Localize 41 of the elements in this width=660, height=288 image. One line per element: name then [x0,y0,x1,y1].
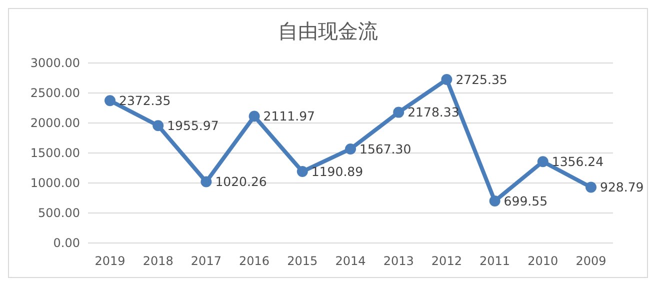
x-tick-label: 2009 [576,254,606,268]
point [296,166,308,178]
point [152,120,164,132]
text: 1020.26 [215,174,267,190]
text: 928.79 [600,180,644,195]
x-tick-label: 2011 [480,254,510,268]
text: 1567.30 [360,141,412,156]
point [537,156,548,168]
text: 699.55 [504,193,548,208]
point [441,74,452,85]
x-tick-label: 2014 [335,254,366,268]
x-tick-label: 2017 [190,254,222,268]
chart-title: 自由现金流 [278,19,378,43]
point [248,110,260,122]
text: 1190.89 [311,164,364,179]
y-tick-label: 0.00 [53,236,80,250]
point [345,143,356,154]
text: 2372.35 [119,93,171,108]
x-tick-label: 2019 [94,254,126,268]
text: 1955.97 [167,118,219,134]
y-tick-label: 2500.00 [30,86,80,100]
point [104,95,116,106]
y-tick-label: 500.00 [38,206,80,220]
x-tick-label: 2018 [142,254,174,268]
y-tick-label: 3000.00 [30,56,80,70]
y-tick-label: 1500.00 [30,146,80,160]
text: 2111.97 [263,108,316,124]
text: 2178.33 [408,104,460,120]
x-tick-label: 2016 [239,254,270,268]
x-tick-label: 2013 [383,254,414,268]
text: 2725.35 [456,72,508,87]
text: 1356.24 [552,154,604,169]
point [489,196,500,207]
y-tick-label: 1000.00 [30,176,80,190]
x-tick-label: 2012 [431,254,462,268]
point [586,182,596,193]
point [200,176,212,188]
point [393,106,404,118]
y-tick-label: 2000.00 [30,116,80,130]
x-tick-label: 2010 [528,254,558,268]
x-tick-label: 2015 [287,254,318,268]
